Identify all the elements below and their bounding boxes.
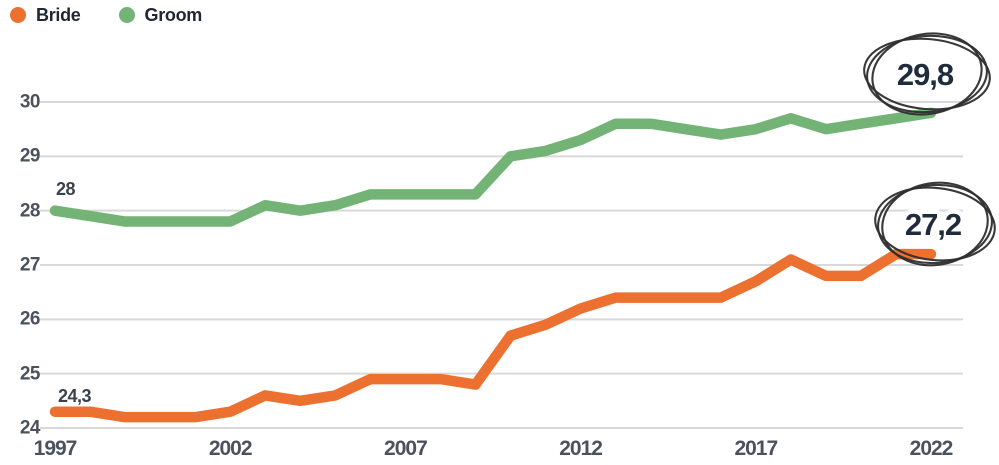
bride-legend-label: Bride	[36, 5, 81, 25]
x-axis-tick-label: 2002	[208, 437, 253, 460]
bride-end-value: 27,2	[905, 207, 961, 242]
groom-start-value: 28	[56, 179, 76, 199]
sketch-circle-icon	[874, 186, 996, 262]
y-axis-tick-label: 24	[19, 417, 41, 439]
legend: Bride Groom	[10, 6, 202, 24]
grid-layer	[40, 101, 963, 429]
groom-legend-label: Groom	[144, 5, 203, 25]
y-axis-tick-label: 29	[19, 145, 41, 167]
sketch-circle-icon	[871, 32, 983, 116]
groom-dot-icon	[118, 7, 135, 23]
y-axis-tick-label: 30	[19, 91, 41, 113]
bride-line	[49, 248, 937, 423]
legend-item-groom: Groom	[118, 5, 203, 25]
x-axis-tick-label: 2022	[909, 437, 954, 460]
y-axis-tick-label: 26	[19, 308, 41, 330]
x-axis-tick-label: 1997	[33, 437, 78, 460]
y-axis-tick-label: 28	[19, 200, 41, 222]
sketch-circle-icon	[863, 37, 991, 111]
y-axis-tick-label: 27	[19, 254, 41, 276]
sketch-circle-icon	[866, 34, 988, 114]
bride-end-annotation: 27,2	[874, 181, 996, 267]
sketch-circle-icon	[881, 181, 989, 267]
y-axis-tick-label: 25	[19, 363, 41, 385]
series-layer	[49, 107, 937, 423]
x-axis-tick-label: 2017	[734, 437, 778, 460]
groom-end-value: 29,8	[897, 57, 954, 92]
x-axis-tick-label: 2007	[384, 437, 428, 460]
bride-start-value: 24,3	[58, 386, 92, 406]
legend-item-bride: Bride	[10, 6, 81, 24]
groom-end-annotation: 29,8	[863, 32, 991, 116]
bride-dot-icon	[10, 7, 26, 23]
sketch-circle-icon	[877, 183, 993, 265]
groom-line	[49, 107, 937, 227]
x-axis-tick-label: 2012	[559, 437, 603, 460]
